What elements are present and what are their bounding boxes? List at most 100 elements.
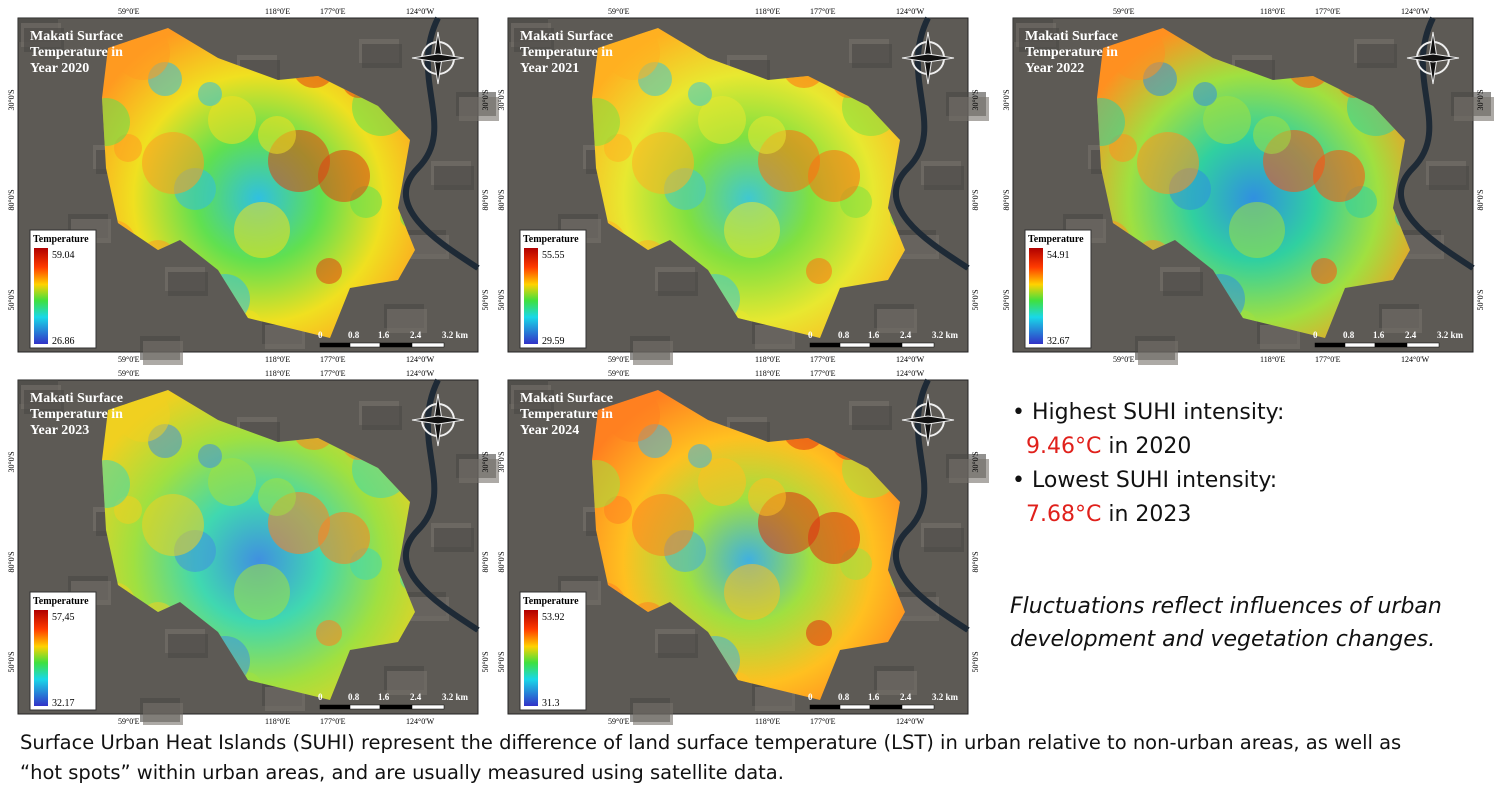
right-coordinate: 30°0'S [481,89,490,110]
lst-patch [698,96,746,144]
scale-label: 1.6 [868,330,880,340]
right-coordinate: 80°0'S [481,189,490,210]
bottom-coordinate: 59°0'E [608,717,630,725]
map-title: Temperature in [520,407,613,422]
bottom-coordinate: 177°0'E [810,717,836,725]
lst-patch [808,512,860,564]
top-coordinate: 59°0'E [608,369,630,378]
scale-label: 0 [318,330,323,340]
scale-label: 0.8 [838,330,850,340]
urban-texture [168,272,208,296]
map-title: Year 2021 [520,61,579,76]
left-coordinate: 50°0'S [497,289,506,310]
right-coordinate: 50°0'S [971,651,980,672]
map-title: Year 2020 [30,61,89,76]
top-coordinate: 118°0'E [265,369,290,378]
left-coordinate: 80°0'S [497,189,506,210]
legend-min: 32.67 [1047,336,1070,347]
bottom-coordinate: 59°0'E [1113,355,1135,364]
legend-max: 59.04 [52,250,75,261]
bullet-value: 7.68°C [1026,502,1102,527]
map-title: Makati Surface [520,29,613,44]
scale-segment [809,704,841,710]
top-coordinate: 177°0'E [810,7,836,16]
urban-texture [143,703,183,725]
top-coordinate: 59°0'E [118,369,140,378]
left-coordinate: 50°0'S [497,651,506,672]
scale-label: 0.8 [1343,330,1355,340]
map-title: Makati Surface [30,29,123,44]
right-coordinate: 50°0'S [481,289,490,310]
scale-segment [901,342,935,348]
right-coordinate: 50°0'S [971,289,980,310]
scale-label: 0 [808,692,813,702]
color-bar [524,248,538,344]
scale-segment [901,704,935,710]
map-title: Temperature in [30,45,123,60]
right-coordinate: 50°0'S [481,651,490,672]
lst-patch [1137,132,1199,194]
lst-patch [806,620,832,646]
right-coordinate: 50°0'S [1476,289,1485,310]
legend-max: 55.55 [542,250,565,261]
lst-patch [604,134,632,162]
top-coordinate: 124°0'W [896,369,925,378]
left-coordinate: 50°0'S [7,289,16,310]
left-coordinate: 80°0'S [497,551,506,572]
urban-texture [1138,341,1178,365]
scale-segment [379,342,413,348]
scale-label: 0.8 [348,692,360,702]
lst-patch [632,132,694,194]
legend-max: 53.92 [542,612,565,623]
legend-title: Temperature [1028,234,1084,245]
left-coordinate: 30°0'S [497,451,506,472]
bottom-coordinate: 118°0'E [755,355,780,364]
remark: Fluctuations reflect influences of urban… [1010,594,1442,652]
scale-segment [319,704,351,710]
scale-segment [379,704,413,710]
caption-line: Surface Urban Heat Islands (SUHI) repres… [20,731,1402,754]
scale-label: 0 [1313,330,1318,340]
scale-segment [1314,342,1346,348]
urban-texture [387,309,427,333]
left-coordinate: 80°0'S [1002,189,1011,210]
urban-texture [949,97,989,121]
bottom-coordinate: 118°0'E [1260,355,1285,364]
scale-label: 3.2 km [1437,330,1464,340]
bottom-coordinate: 124°0'W [406,355,435,364]
legend-title: Temperature [33,234,89,245]
lst-patch [1229,202,1285,258]
map-title: Makati Surface [520,391,613,406]
lst-patch [1313,150,1365,202]
lst-patch [208,458,256,506]
bottom-coordinate: 118°0'E [755,717,780,725]
scale-segment [1406,342,1440,348]
lst-patch [1311,258,1337,284]
scale-label: 3.2 km [442,330,469,340]
lst-patch [632,494,694,556]
urban-texture [143,341,183,365]
urban-texture [658,272,698,296]
urban-texture [168,634,208,658]
lst-surface [102,390,415,700]
bottom-coordinate: 124°0'W [406,717,435,725]
lst-patch [258,478,296,516]
map-title: Temperature in [30,407,123,422]
lst-patch [318,150,370,202]
top-coordinate: 177°0'E [320,369,346,378]
lst-patch [604,496,632,524]
scale-label: 2.4 [410,330,422,340]
urban-texture [924,528,964,552]
lst-patch [316,258,342,284]
urban-texture [362,406,402,430]
lst-surface [592,28,905,338]
right-coordinate: 80°0'S [971,189,980,210]
top-coordinate: 177°0'E [810,369,836,378]
lst-patch [724,564,780,620]
left-coordinate: 80°0'S [7,189,16,210]
legend-min: 32.17 [52,698,75,709]
right-coordinate: 30°0'S [481,451,490,472]
scale-label: 1.6 [1373,330,1385,340]
left-coordinate: 30°0'S [7,89,16,110]
